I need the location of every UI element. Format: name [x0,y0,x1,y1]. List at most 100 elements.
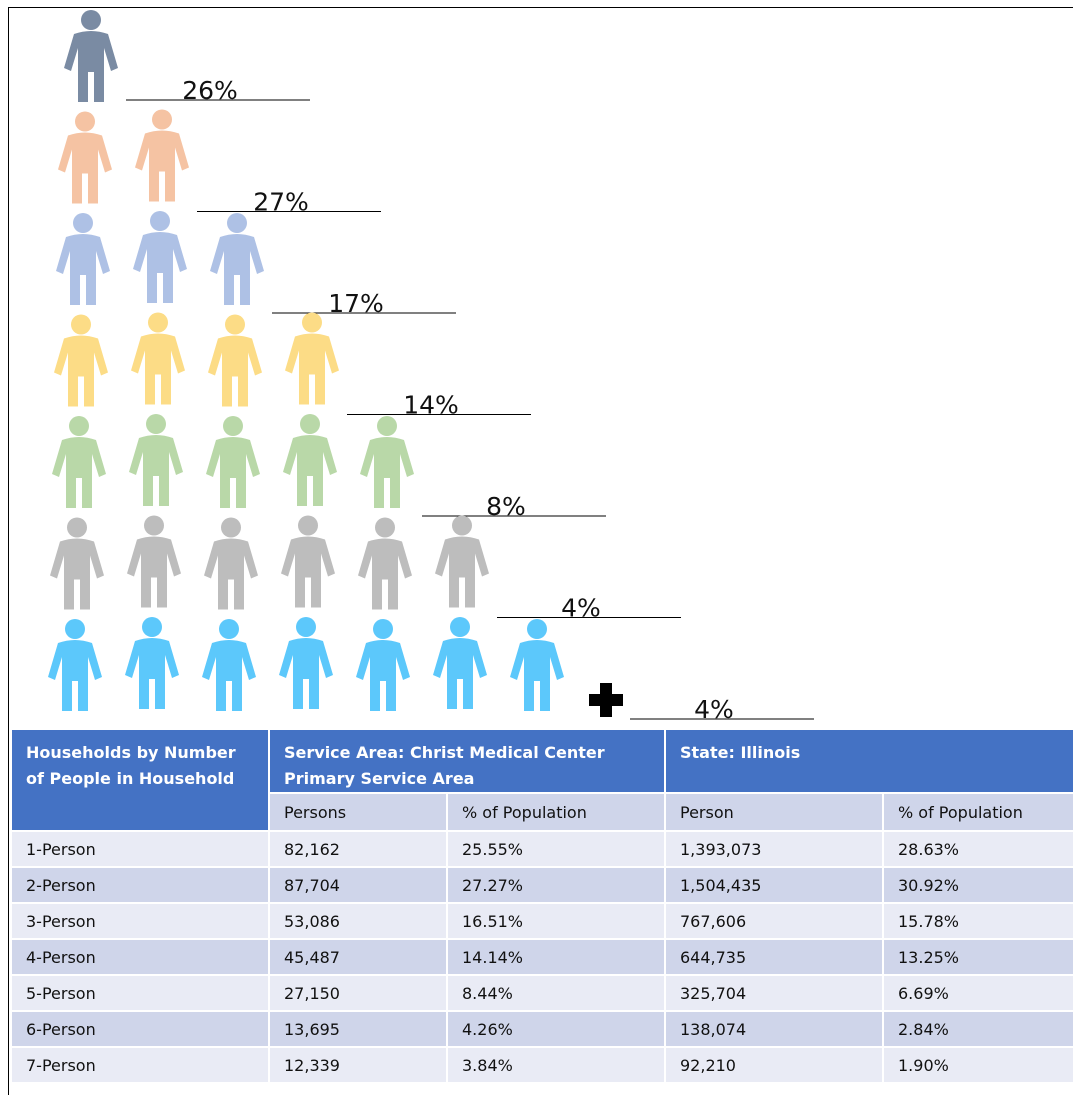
icon-head [452,515,472,536]
table-cell: 53,086 [268,902,448,940]
icon-body [58,132,112,204]
percent-label: 8% [486,492,526,521]
person-icon [285,312,339,405]
person-icon [208,314,262,407]
person-icon [127,515,181,608]
table-cell: 8.44% [446,974,666,1012]
table-cell: 325,704 [664,974,884,1012]
table-row: 6-Person 13,695 4.26% 138,074 2.84% [10,1010,1073,1048]
icon-body [356,640,410,711]
icon-body [133,232,187,303]
person-icon [206,416,260,508]
table-cell: 92,210 [664,1046,884,1084]
person-icon [50,517,104,610]
table-cell: 1,504,435 [664,866,884,904]
person-icon [125,617,179,709]
table-cell: 13,695 [268,1010,448,1048]
icon-body [56,234,110,305]
icon-head [75,111,95,132]
icon-head [527,619,547,639]
table-cell: 16.51% [446,902,666,940]
icon-body [54,335,108,407]
person-icon [58,111,112,204]
person-icon [129,414,183,506]
table-row: 5-Person 27,150 8.44% 325,704 6.69% [10,974,1073,1012]
table-cell: 3-Person [10,902,270,940]
table-cell: 1.90% [881,1046,1073,1084]
table-row: 7-Person 12,339 3.84% 92,210 1.90% [10,1046,1073,1084]
person-icon [48,619,102,711]
table-cell: 28.63% [881,830,1073,868]
icon-head [227,213,247,233]
icon-body [208,335,262,407]
table-cell: 6-Person [10,1010,270,1048]
person-icon [360,416,414,508]
subheader-cell: % of Population [881,792,1073,832]
icon-head [150,211,170,231]
table-cell: 15.78% [881,902,1073,940]
icon-body [285,333,339,405]
icon-body [358,538,412,610]
person-icon [133,211,187,303]
icon-head [373,619,393,639]
table-cell: 1-Person [10,830,270,868]
icon-body [52,437,106,508]
plus-sign [589,683,623,717]
icon-body [206,437,260,508]
person-icon [52,416,106,508]
person-icon [210,213,264,305]
icon-head [298,515,318,536]
icon-head [71,314,91,335]
person-icon [356,619,410,711]
subheader-cell: % of Population [446,792,666,832]
table-cell: 30.92% [881,866,1073,904]
table-body: 1-Person 82,162 25.55% 1,393,073 28.63% 2-Per… [10,830,1073,1084]
person-icon [54,314,108,407]
subheader-row: Persons% of Population Person% of Populat… [11,792,1073,832]
table-cell: 644,735 [664,938,884,976]
person-icon [433,617,487,709]
person-icon [64,10,118,102]
person-icon [131,312,185,405]
icon-head [65,619,85,639]
table-row: 1-Person 82,162 25.55% 1,393,073 28.63% [10,830,1073,868]
icon-body [279,638,333,709]
percent-label: 4% [694,695,734,724]
pictogram: 26% 27% 17% 14% 8% 4% 4% [48,10,814,724]
table-cell: 14.14% [446,938,666,976]
icon-body [129,435,183,506]
table-cell: 27,150 [268,974,448,1012]
icon-head [69,416,89,436]
icon-body [131,333,185,405]
table-cell: 27.27% [446,866,666,904]
icon-head [67,517,87,538]
percent-label: 26% [182,76,238,105]
table-cell: 7-Person [10,1046,270,1084]
person-icon [204,517,258,610]
person-icon [279,617,333,709]
frame [8,7,1073,1095]
person-icon [283,414,337,506]
icon-body [125,638,179,709]
icon-head [223,416,243,436]
icon-body [50,538,104,610]
icon-body [48,640,102,711]
table-cell: 6.69% [881,974,1073,1012]
person-icon [202,619,256,711]
percent-label: 27% [253,188,309,217]
icon-head [221,517,241,538]
icon-head [375,517,395,538]
person-icon [435,515,489,608]
person-icon [510,619,564,711]
icon-body [281,536,335,608]
table-row: 2-Person 87,704 27.27% 1,504,435 30.92% [10,866,1073,904]
household-table: Households by Number of People in Househ… [10,728,1073,1084]
icon-head [142,617,162,637]
icon-head [302,312,322,333]
icon-head [146,414,166,434]
icon-head [377,416,397,436]
subheader-cell: Person [664,792,884,832]
table-cell: 45,487 [268,938,448,976]
table-cell: 82,162 [268,830,448,868]
